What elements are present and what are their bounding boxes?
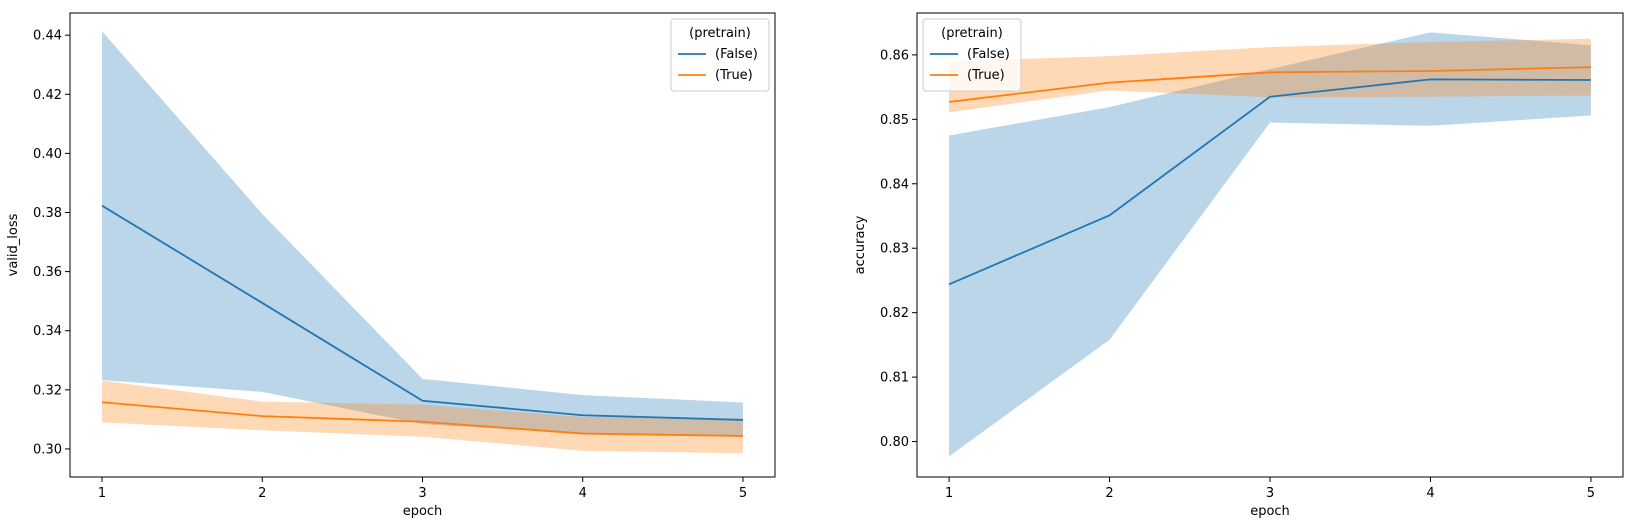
y-tick-label: 0.32 <box>33 383 62 398</box>
y-tick-label: 0.85 <box>880 113 909 128</box>
y-tick-label: 0.82 <box>880 306 909 321</box>
y-tick-label: 0.44 <box>33 29 62 44</box>
x-tick-label: 3 <box>1266 486 1274 501</box>
chart-panel-2: 1 2 3 4 5 0.80 0.81 0.82 0.83 0.84 0.85 0.86 epoch ac… <box>853 12 1624 519</box>
y-tick-label: 0.42 <box>33 88 62 103</box>
legend-entry-1: (False) <box>715 47 758 62</box>
confidence-band-1 <box>949 32 1591 457</box>
y-tick-label: 0.80 <box>880 435 909 450</box>
x-tick-label: 4 <box>579 486 587 501</box>
legend-box <box>922 18 1022 92</box>
x-tick-label: 1 <box>98 486 106 501</box>
legend-entry-1: (False) <box>967 47 1010 62</box>
y-axis-label: accuracy <box>853 215 868 274</box>
legend-entry-2: (True) <box>715 68 753 83</box>
legend-entry-2: (True) <box>967 68 1005 83</box>
x-tick-label: 2 <box>258 486 266 501</box>
y-tick-label: 0.34 <box>33 324 62 339</box>
legend-title: (pretrain) <box>689 26 751 41</box>
x-tick-label: 4 <box>1426 486 1434 501</box>
confidence-band-2 <box>102 380 743 454</box>
x-axis-label: epoch <box>1250 504 1290 519</box>
x-tick-label: 1 <box>945 486 953 501</box>
y-tick-label: 0.38 <box>33 206 62 221</box>
y-tick-label: 0.83 <box>880 242 909 257</box>
confidence-band-1 <box>102 31 743 436</box>
legend-box <box>670 18 770 92</box>
y-tick-label: 0.81 <box>880 371 909 386</box>
y-tick-label: 0.86 <box>880 48 909 63</box>
x-tick-label: 3 <box>418 486 426 501</box>
legend: (pretrain) (False) (True) <box>922 18 1022 92</box>
chart-panel-1: 1 2 3 4 5 0.30 0.32 0.34 0.36 0.38 0.40 0.42 0.44 epo… <box>6 12 776 519</box>
y-axis-label: valid_loss <box>6 213 21 276</box>
y-tick-label: 0.84 <box>880 177 909 192</box>
x-axis-label: epoch <box>403 504 443 519</box>
x-tick-label: 5 <box>739 486 747 501</box>
x-tick-label: 5 <box>1587 486 1595 501</box>
y-tick-label: 0.40 <box>33 147 62 162</box>
x-tick-label: 2 <box>1105 486 1113 501</box>
y-tick-label: 0.30 <box>33 442 62 457</box>
y-tick-label: 0.36 <box>33 265 62 280</box>
legend: (pretrain) (False) (True) <box>670 18 770 92</box>
confidence-band-2 <box>949 38 1591 113</box>
legend-title: (pretrain) <box>941 26 1003 41</box>
